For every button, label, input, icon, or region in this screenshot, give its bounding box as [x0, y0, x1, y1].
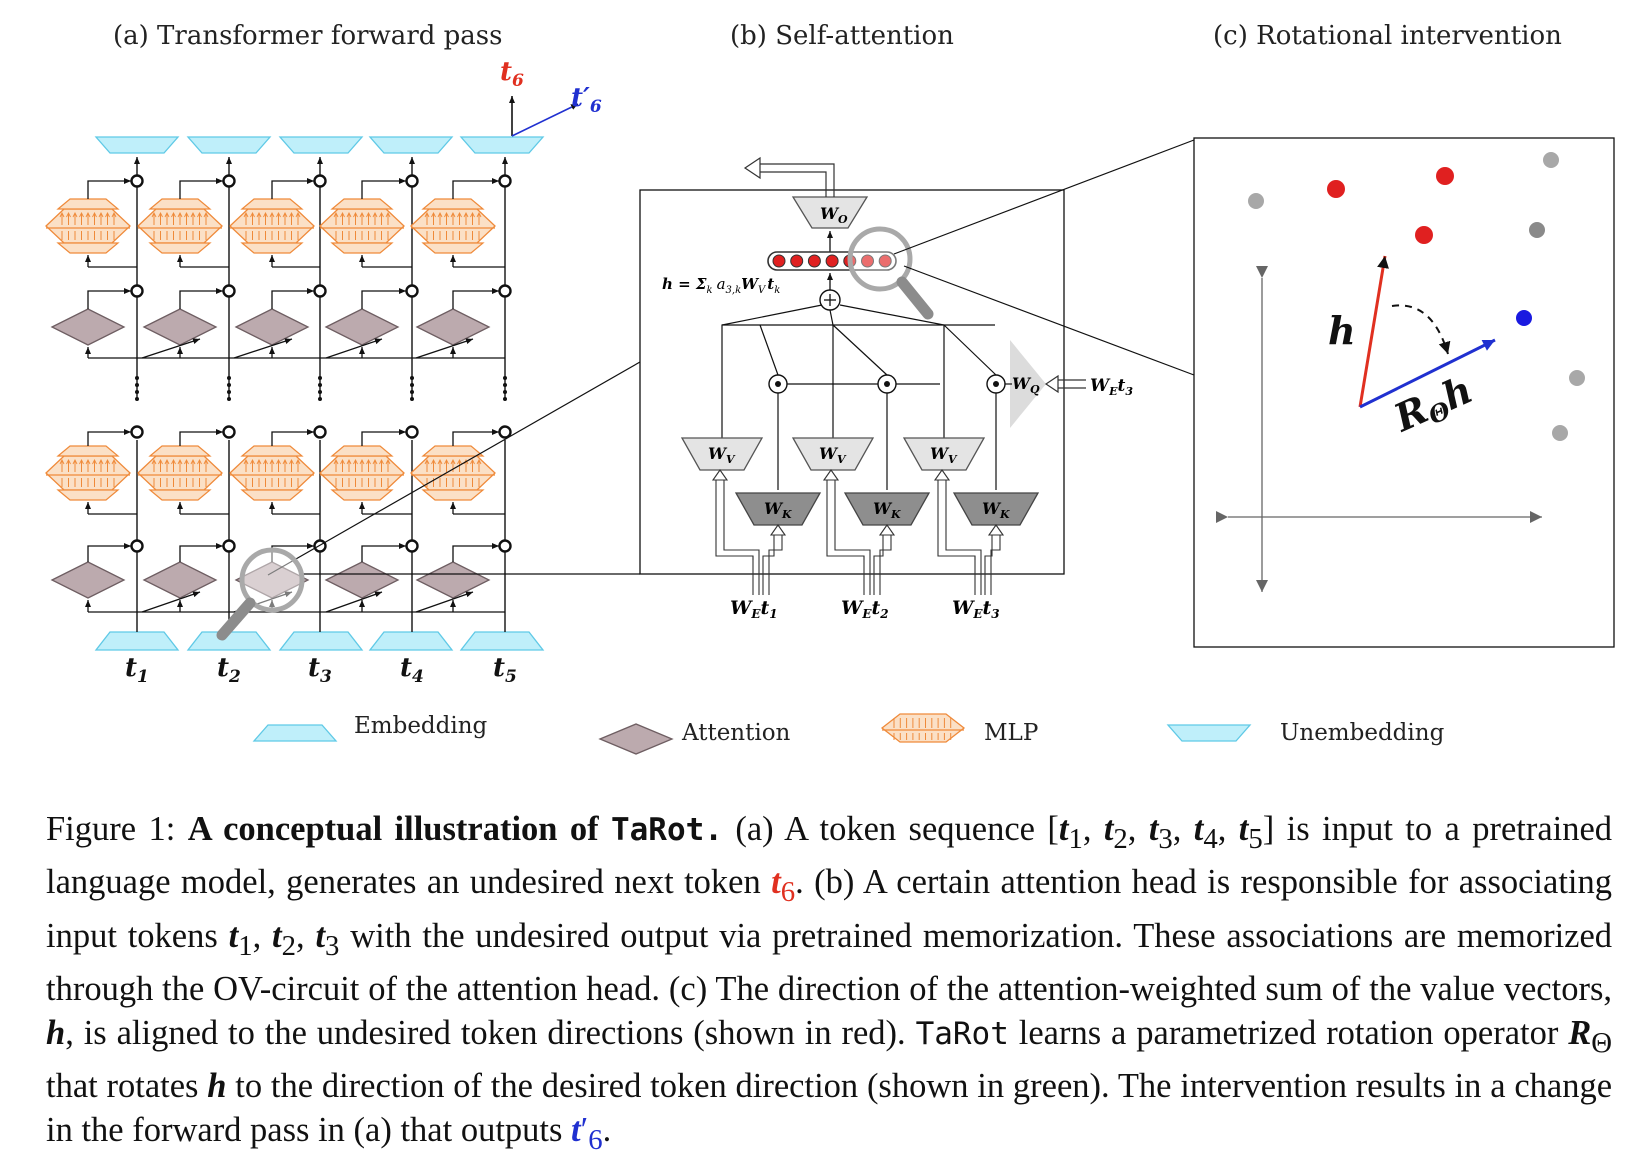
token-label: t3	[308, 653, 332, 687]
attention-block	[234, 308, 310, 346]
embedding-block	[368, 631, 454, 651]
magnifier-icon	[847, 226, 934, 320]
legend-attention: Attention	[598, 720, 791, 755]
magnifier-icon	[216, 547, 305, 641]
token-points	[1248, 152, 1585, 441]
h-vector-label: h	[1328, 308, 1356, 353]
mlp-block	[319, 445, 405, 501]
mlp-block	[319, 198, 405, 254]
unembedding-block	[278, 136, 364, 154]
svg-text:MLP: MLP	[984, 720, 1038, 746]
svg-text:WV: WV	[930, 444, 958, 466]
unembedding-block	[94, 136, 180, 154]
caption-method-name: TaRot.	[610, 812, 723, 848]
w-q-block: WQ WEt3	[1005, 340, 1133, 428]
attention-block	[324, 561, 400, 599]
token-label: t1	[125, 653, 149, 687]
svg-text:Unembedding: Unembedding	[1280, 720, 1445, 746]
panel-c-title: (c) Rotational intervention	[1213, 21, 1562, 51]
svg-text:WK: WK	[764, 499, 792, 521]
mlp-block	[229, 445, 315, 501]
attention-block	[50, 308, 126, 346]
h-formula: h = Σk a3,kWV tk	[662, 275, 780, 296]
mlp-block	[137, 445, 223, 501]
value-key-blocks: WV WK WEt1 WV WK WEt2 WV WK WEt3	[680, 437, 1040, 621]
attention-block	[415, 308, 491, 346]
caption-method-name-2: TaRot	[915, 1015, 1009, 1052]
output-token-red: t6	[500, 57, 524, 91]
svg-text:WV: WV	[708, 444, 736, 466]
attention-block	[415, 561, 491, 599]
svg-text:WK: WK	[982, 499, 1010, 521]
unembedding-block	[186, 136, 272, 154]
mlp-block	[410, 445, 496, 501]
mlp-block	[137, 198, 223, 254]
panel-a-title: (a) Transformer forward pass	[113, 21, 502, 51]
rotated-h-arrow	[1359, 338, 1496, 409]
attention-block	[234, 561, 310, 599]
output-token-blue: t′6	[571, 83, 602, 117]
h-arrow	[1358, 255, 1389, 408]
svg-text:WK: WK	[873, 499, 901, 521]
attention-block	[142, 561, 218, 599]
transformer-forward-pass-panel: t1 t2 t3 t4 t5	[45, 136, 545, 687]
mlp-block	[410, 198, 496, 254]
rotational-intervention-panel: h RΘh	[1193, 137, 1615, 648]
unembedding-block	[459, 136, 545, 154]
token-label: t4	[400, 653, 424, 687]
rotated-vector-label: RΘh	[1386, 367, 1480, 444]
caption-figure-number: Figure 1:	[46, 810, 176, 848]
svg-text:WO: WO	[820, 204, 848, 226]
h-vector	[767, 251, 897, 271]
embedding-block	[94, 631, 180, 651]
mlp-block	[45, 198, 131, 254]
unembedding-block	[368, 136, 454, 154]
mlp-block	[45, 445, 131, 501]
svg-text:WQ: WQ	[1012, 374, 1040, 396]
embedding-block	[459, 631, 545, 651]
svg-text:Embedding: Embedding	[354, 713, 488, 739]
legend-embedding: Embedding	[252, 713, 488, 742]
embedding-block	[278, 631, 364, 651]
svg-text:Attention: Attention	[681, 720, 791, 746]
embedding-block	[186, 631, 272, 651]
legend-unembedding: Unembedding	[1166, 720, 1445, 746]
attention-block	[50, 561, 126, 599]
caption-bold-lead: A conceptual illustration of	[187, 810, 599, 848]
svg-text:WEt2: WEt2	[841, 597, 889, 621]
svg-text:WEt1: WEt1	[730, 597, 778, 621]
figure-caption: Figure 1: A conceptual illustration of T…	[46, 810, 1613, 1156]
svg-text:WV: WV	[819, 444, 847, 466]
figure-diagram: (a) Transformer forward pass (b) Self-at…	[45, 21, 1615, 755]
token-label: t5	[493, 653, 517, 687]
self-attention-panel: WO h = Σk a3,kWV tk	[639, 156, 1133, 621]
attention-block	[324, 308, 400, 346]
attention-block	[142, 308, 218, 346]
svg-text:WEt3: WEt3	[952, 597, 1000, 621]
panel-b-title: (b) Self-attention	[730, 21, 954, 51]
legend-mlp: MLP	[880, 713, 1038, 746]
legend: Embedding Attention MLP Unembedding	[252, 713, 1445, 755]
output-direction-arrows: t6 t′6	[500, 57, 602, 137]
w-o-block: WO	[791, 196, 869, 229]
svg-text:WEt3: WEt3	[1090, 376, 1133, 398]
mlp-block	[229, 198, 315, 254]
token-label: t2	[217, 653, 241, 687]
